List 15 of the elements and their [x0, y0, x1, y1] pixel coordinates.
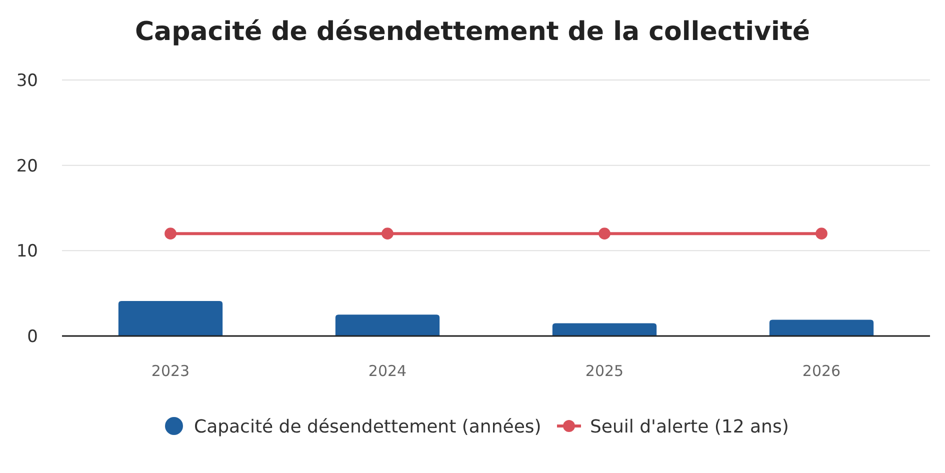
- y-tick-label: 0: [27, 326, 38, 347]
- bar: [118, 301, 223, 336]
- x-tick-label: 2026: [802, 362, 841, 380]
- x-tick-label: 2023: [151, 362, 190, 380]
- y-tick-label: 10: [16, 242, 38, 262]
- legend-label: Capacité de désendettement (années): [194, 416, 542, 438]
- y-tick-label: 30: [16, 70, 38, 91]
- chart-title: Capacité de désendettement de la collectivité: [134, 17, 810, 47]
- bar: [769, 320, 874, 336]
- x-tick-label: 2025: [585, 362, 624, 380]
- bar: [335, 314, 440, 336]
- bar: [552, 323, 657, 336]
- legend-label: Seuil d'alerte (12 ans): [590, 416, 789, 438]
- x-tick-label: 2024: [368, 362, 407, 380]
- y-tick-label: 20: [16, 156, 38, 176]
